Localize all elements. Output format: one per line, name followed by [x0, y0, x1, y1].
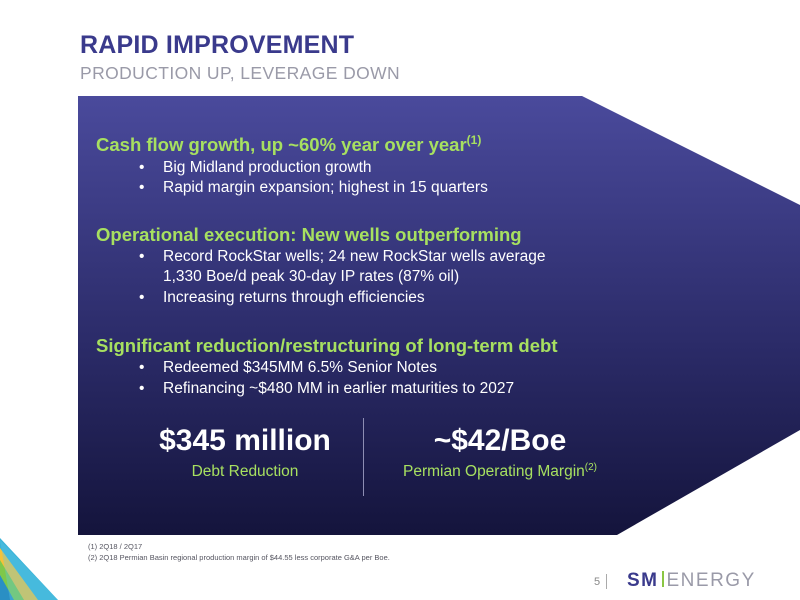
bullet-icon: • [139, 159, 145, 176]
page-number: 5 [594, 576, 601, 588]
logo-sm-text: SM [627, 570, 659, 591]
bullet-icon: • [139, 380, 145, 397]
stat-debt-reduction-label: Debt Reduction [191, 463, 299, 480]
footnote-ref-1: (1) [466, 132, 482, 147]
bullet-icon: • [139, 248, 145, 265]
footnote-ref-2: (2) [584, 461, 597, 473]
footnote-1: (1) 2Q18 / 2Q17 [88, 542, 143, 551]
page-subtitle: PRODUCTION UP, LEVERAGE DOWN [80, 63, 401, 83]
stat-operating-margin-label: Permian Operating Margin(2) [402, 461, 597, 480]
sm-energy-logo: SM ENERGY [627, 570, 756, 592]
section-heading-debt: Significant reduction/restructuring of l… [96, 335, 558, 356]
stat-divider [363, 418, 364, 496]
stat-operating-margin-value: ~$42/Boe [433, 424, 567, 457]
corner-stripes-decoration [0, 538, 58, 600]
logo-energy-text: ENERGY [666, 570, 756, 591]
page-separator [606, 574, 607, 589]
logo-bar [661, 571, 664, 587]
bullet-icon: • [139, 289, 145, 306]
section-heading-operational: Operational execution: New wells outperf… [96, 224, 522, 245]
stat-debt-reduction-value: $345 million [159, 424, 331, 457]
section-heading-cash-flow: Cash flow growth, up ~60% year over year… [96, 132, 482, 155]
bullet-icon: • [139, 179, 145, 196]
footnote-2: (2) 2Q18 Permian Basin regional producti… [88, 553, 390, 562]
page-title: RAPID IMPROVEMENT [80, 31, 355, 59]
bullet-icon: • [139, 359, 145, 376]
bullet-continuation: 1,330 Boe/d peak 30-day IP rates (87% oi… [163, 268, 460, 285]
